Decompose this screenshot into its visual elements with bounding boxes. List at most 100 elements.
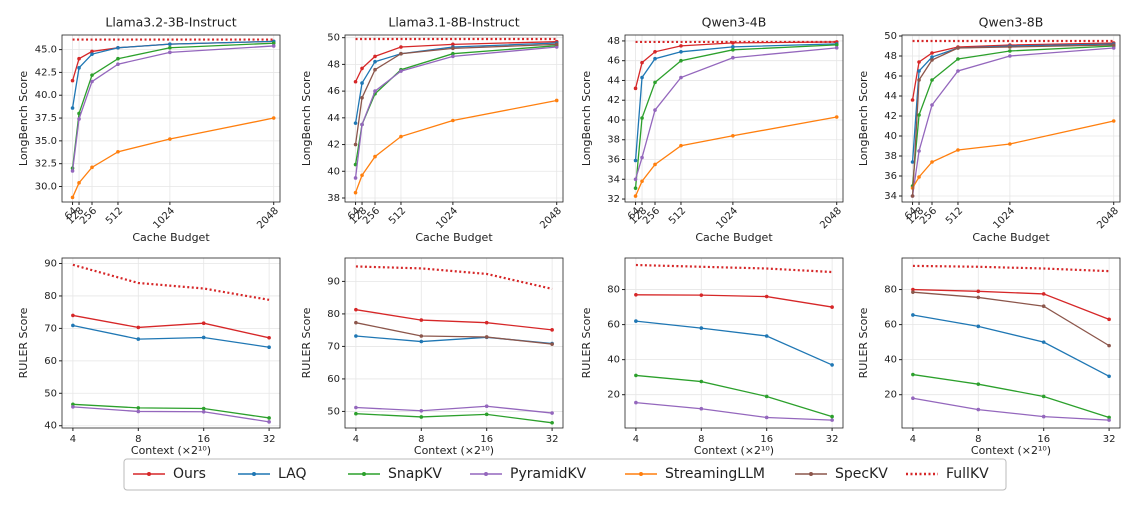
point	[419, 408, 424, 413]
x-tick-label: 8	[135, 434, 141, 445]
point	[360, 66, 364, 71]
y-tick-label: 46	[884, 71, 897, 82]
point	[70, 106, 75, 110]
point	[930, 103, 934, 107]
series-line	[912, 291, 1110, 347]
legend-label: PyramidKV	[510, 466, 587, 482]
y-tick-label: 42	[607, 95, 620, 106]
point	[930, 51, 934, 55]
series-line	[354, 42, 557, 124]
point	[976, 407, 981, 412]
point	[90, 165, 94, 170]
plot-frame	[61, 34, 281, 203]
point	[917, 149, 921, 153]
point	[419, 334, 424, 338]
series-line	[354, 43, 557, 145]
point	[1008, 54, 1012, 58]
point	[399, 134, 403, 139]
series-line	[71, 45, 274, 172]
chart-title: Llama3.1-8B-Instruct	[388, 15, 519, 30]
y-tick-label: 42	[884, 111, 897, 122]
point	[399, 45, 403, 49]
point	[1107, 317, 1111, 322]
y-tick-label: 60	[884, 320, 897, 331]
y-tick-label: 90	[44, 259, 57, 270]
point	[640, 116, 644, 120]
y-axis-label: LongBench Score	[857, 71, 870, 166]
point	[353, 176, 358, 180]
point	[653, 162, 657, 167]
point	[201, 321, 206, 326]
series-line	[911, 120, 1114, 189]
plot-frame	[901, 34, 1121, 203]
point	[271, 41, 276, 46]
x-tick-label: 1024	[434, 205, 460, 231]
x-tick-label: 2048	[538, 205, 564, 231]
point	[731, 45, 735, 49]
point	[1041, 414, 1046, 419]
point	[168, 137, 172, 141]
point	[633, 86, 638, 91]
y-tick-label: 60	[327, 374, 340, 385]
point	[451, 51, 455, 56]
point	[633, 194, 638, 198]
y-tick-label: 50	[327, 33, 340, 44]
series-line	[354, 99, 557, 193]
point	[633, 158, 638, 163]
series-line	[635, 320, 833, 366]
point	[930, 58, 934, 62]
point	[353, 190, 358, 195]
point	[451, 42, 455, 47]
point	[373, 59, 377, 64]
y-tick-label: 60	[607, 320, 620, 331]
x-tick-label: 2048	[818, 205, 844, 231]
point	[70, 78, 75, 83]
series-line	[634, 116, 837, 197]
point	[633, 186, 638, 190]
point	[1111, 119, 1116, 123]
subplot: 4 8 16 32 20 40 60 80 Context (×2¹⁰) RULER Score	[580, 257, 844, 457]
point	[354, 307, 358, 312]
point	[910, 98, 915, 102]
point	[554, 98, 559, 103]
x-tick-label: 2048	[255, 205, 281, 231]
point	[71, 323, 75, 328]
point	[911, 396, 915, 401]
point	[1041, 394, 1046, 399]
point	[764, 415, 769, 420]
point	[917, 78, 921, 82]
point	[1107, 415, 1111, 420]
y-tick-label: 48	[327, 59, 340, 70]
legend: Ours LAQ SnapKV PyramidKV StreamingLLM SpecKV…	[123, 458, 1007, 491]
point	[168, 50, 172, 55]
point	[699, 293, 704, 297]
point	[71, 405, 75, 409]
series-line	[635, 294, 833, 308]
point	[77, 56, 81, 61]
point	[910, 194, 915, 198]
y-tick-label: 46	[607, 56, 620, 67]
point	[550, 328, 554, 332]
series-line	[635, 374, 833, 418]
x-tick-label: 32	[826, 434, 839, 445]
x-axis-label: Cache Budget	[415, 231, 493, 244]
series-line	[72, 406, 270, 423]
point	[976, 289, 981, 294]
plot-frame	[624, 257, 844, 429]
series-line	[71, 117, 274, 198]
point	[77, 117, 81, 121]
point	[451, 46, 455, 51]
y-tick-label: 45.0	[35, 45, 57, 56]
series-line	[355, 309, 553, 331]
y-tick-label: 50	[884, 31, 897, 42]
y-axis-label: RULER Score	[857, 307, 870, 378]
point	[360, 122, 364, 127]
point	[930, 55, 934, 59]
x-tick-label: 4	[910, 434, 916, 445]
series-line	[911, 44, 1114, 197]
point	[633, 177, 638, 182]
series-line	[71, 42, 274, 169]
point	[1041, 340, 1046, 344]
point	[353, 79, 358, 84]
